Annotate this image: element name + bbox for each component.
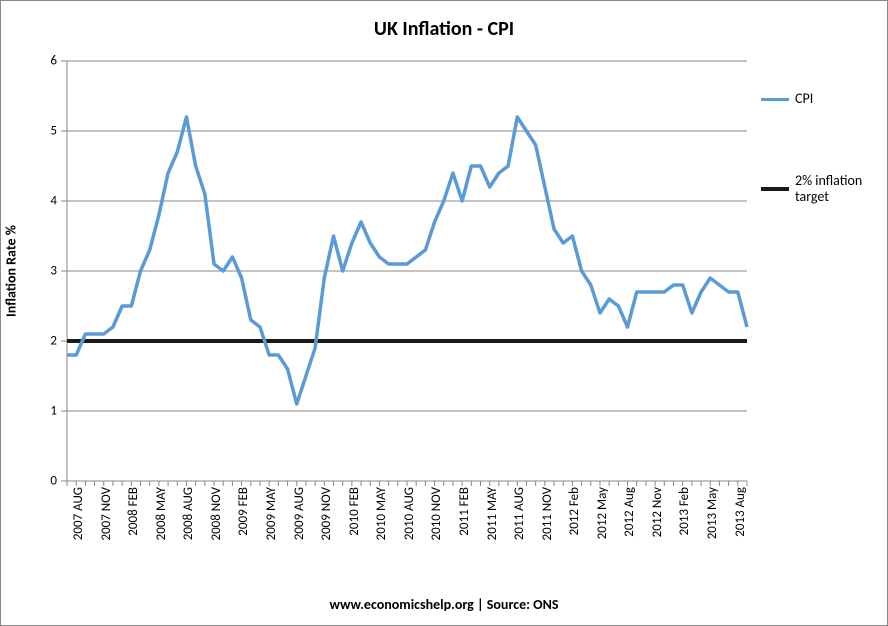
legend-item-target: 2% inflation target bbox=[761, 173, 862, 205]
cpi-line bbox=[67, 117, 747, 404]
y-tick-label: 6 bbox=[27, 54, 57, 69]
x-tick-label: 2012 May bbox=[595, 487, 610, 539]
x-tick-label: 2009 FEB bbox=[236, 487, 251, 536]
legend-label-target: 2% inflation target bbox=[795, 173, 862, 205]
y-tick-label: 3 bbox=[27, 264, 57, 279]
x-tick-label: 2009 MAY bbox=[264, 487, 279, 540]
x-tick-label: 2008 NOV bbox=[209, 487, 224, 541]
x-tick-label: 2012 Aug bbox=[622, 487, 637, 537]
x-tick-label: 2012 Feb bbox=[567, 487, 582, 535]
x-tick-label: 2011 FEB bbox=[457, 487, 472, 536]
x-tick-label: 2013 Aug bbox=[733, 487, 748, 537]
legend-item-cpi: CPI bbox=[761, 91, 813, 107]
y-tick-label: 5 bbox=[27, 124, 57, 139]
chart-container: UK Inflation - CPI Inflation Rate % 0123… bbox=[0, 0, 888, 626]
y-tick-label: 0 bbox=[27, 474, 57, 489]
x-tick-label: 2010 MAY bbox=[374, 487, 389, 540]
x-tick-label: 2011 MAY bbox=[485, 487, 500, 540]
x-tick-label: 2007 NOV bbox=[99, 487, 114, 541]
chart-title: UK Inflation - CPI bbox=[1, 17, 887, 41]
x-tick-label: 2007 AUG bbox=[71, 487, 86, 540]
target-line-icon bbox=[761, 187, 789, 191]
x-tick-label: 2010 FEB bbox=[347, 487, 362, 536]
cpi-line-icon bbox=[761, 98, 789, 101]
x-tick-label: 2011 NOV bbox=[540, 487, 555, 541]
x-tick-label: 2013 May bbox=[705, 487, 720, 539]
y-tick-label: 2 bbox=[27, 334, 57, 349]
x-tick-label: 2010 AUG bbox=[402, 487, 417, 540]
y-tick-label: 1 bbox=[27, 404, 57, 419]
x-tick-label: 2012 Nov bbox=[650, 487, 665, 537]
x-tick-label: 2011 AUG bbox=[512, 487, 527, 540]
x-tick-label: 2008 FEB bbox=[126, 487, 141, 536]
legend-label-cpi: CPI bbox=[795, 91, 813, 107]
chart-footer: www.economicshelp.org | Source: ONS bbox=[1, 596, 887, 613]
x-tick-label: 2008 MAY bbox=[154, 487, 169, 540]
x-tick-label: 2013 Feb bbox=[677, 487, 692, 535]
x-tick-label: 2009 NOV bbox=[319, 487, 334, 541]
x-tick-label: 2008 AUG bbox=[181, 487, 196, 540]
y-tick-label: 4 bbox=[27, 194, 57, 209]
x-tick-label: 2010 NOV bbox=[429, 487, 444, 541]
plot-area: 0123456 2007 AUG2007 NOV2008 FEB2008 MAY… bbox=[67, 61, 747, 481]
y-axis-label: Inflation Rate % bbox=[3, 225, 20, 317]
x-tick-label: 2009 AUG bbox=[292, 487, 307, 540]
